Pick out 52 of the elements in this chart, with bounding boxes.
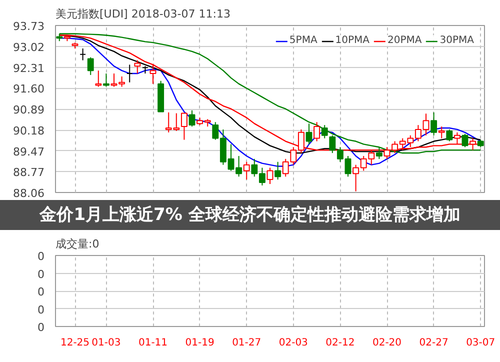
text: 0 — [38, 303, 44, 316]
candlestick — [180, 112, 188, 140]
candlestick — [126, 64, 133, 83]
legend-label: 20PMA — [388, 35, 422, 46]
y-tick-label: 93.02 — [13, 40, 45, 54]
candlestick — [266, 167, 274, 184]
text: 金价1月上涨近7% 全球经济不确定性推动避险需求增加 — [40, 204, 460, 227]
candlestick — [321, 124, 328, 139]
category-label: 01-11 — [138, 338, 168, 348]
text: 0 — [38, 286, 44, 298]
legend-label: 5PMA — [289, 35, 318, 46]
candlestick — [95, 70, 102, 88]
category-label: 01-19 — [185, 338, 214, 348]
category-label: 01-27 — [232, 338, 262, 348]
candlestick — [102, 73, 110, 88]
y-tick-label: 88.06 — [13, 187, 45, 200]
candlestick — [142, 66, 148, 74]
y-tick-label: 90.89 — [13, 104, 45, 117]
candlestick — [243, 161, 250, 180]
category-label: 01-03 — [92, 338, 121, 348]
text: 成交量:0 — [56, 238, 100, 250]
y-tick-label: 91.60 — [13, 82, 45, 96]
y-tick-label: 90.18 — [13, 124, 45, 138]
y-tick-label: 92.31 — [13, 62, 45, 75]
candlestick — [438, 126, 445, 139]
text: 0 — [38, 250, 44, 263]
text: 0 — [38, 321, 44, 334]
legend-label: 30PMA — [440, 35, 474, 46]
category-label: 02-12 — [326, 338, 355, 348]
candlestick — [274, 161, 282, 180]
candlestick — [462, 133, 468, 148]
y-tick-label: 93.73 — [13, 20, 45, 33]
category-label: 12-25 — [60, 338, 90, 348]
candlestick — [188, 110, 196, 128]
candlestick — [430, 112, 438, 136]
text: 0 — [38, 268, 44, 281]
candlestick — [80, 48, 86, 61]
candlestick — [314, 122, 320, 142]
candlestick — [87, 56, 94, 76]
category-label: 02-03 — [278, 338, 308, 348]
y-tick-label: 89.47 — [13, 145, 45, 158]
y-tick-label: 88.77 — [13, 166, 45, 180]
candlestick — [150, 64, 156, 84]
category-label: 02-27 — [419, 338, 448, 348]
category-label: 02-20 — [372, 338, 402, 348]
candlestick — [134, 60, 141, 74]
category-label: 03-07 — [466, 338, 496, 348]
chart-title: 美元指数[UDI] 2018-03-07 11:13 — [56, 8, 230, 20]
candlestick — [454, 132, 460, 145]
candlestick — [446, 128, 453, 142]
candlestick — [306, 123, 312, 145]
legend-label: 10PMA — [335, 35, 370, 46]
